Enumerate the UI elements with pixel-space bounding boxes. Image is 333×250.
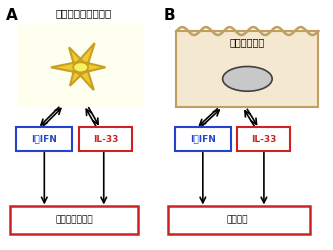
FancyBboxPatch shape [79,127,132,151]
FancyBboxPatch shape [176,31,318,107]
Text: I型IFN: I型IFN [190,134,216,143]
FancyBboxPatch shape [10,206,139,234]
Text: 慢性膵炎: 慢性膵炎 [227,215,248,224]
Text: I型IFN: I型IFN [31,134,57,143]
FancyBboxPatch shape [16,127,72,151]
Text: IL-33: IL-33 [93,134,118,143]
Text: 形質細胞様樹状細胞: 形質細胞様樹状細胞 [56,8,112,18]
Text: A: A [6,8,18,23]
Text: 自己免疫性膵炎: 自己免疫性膵炎 [55,215,93,224]
Text: IL-33: IL-33 [251,134,277,143]
Bar [18,24,144,107]
FancyBboxPatch shape [237,127,290,151]
Ellipse shape [223,66,272,91]
FancyBboxPatch shape [175,127,231,151]
FancyBboxPatch shape [168,206,310,234]
Polygon shape [51,43,106,90]
Ellipse shape [73,62,88,72]
Text: B: B [163,8,175,23]
Text: 膵臓腺房細胞: 膵臓腺房細胞 [230,38,265,48]
